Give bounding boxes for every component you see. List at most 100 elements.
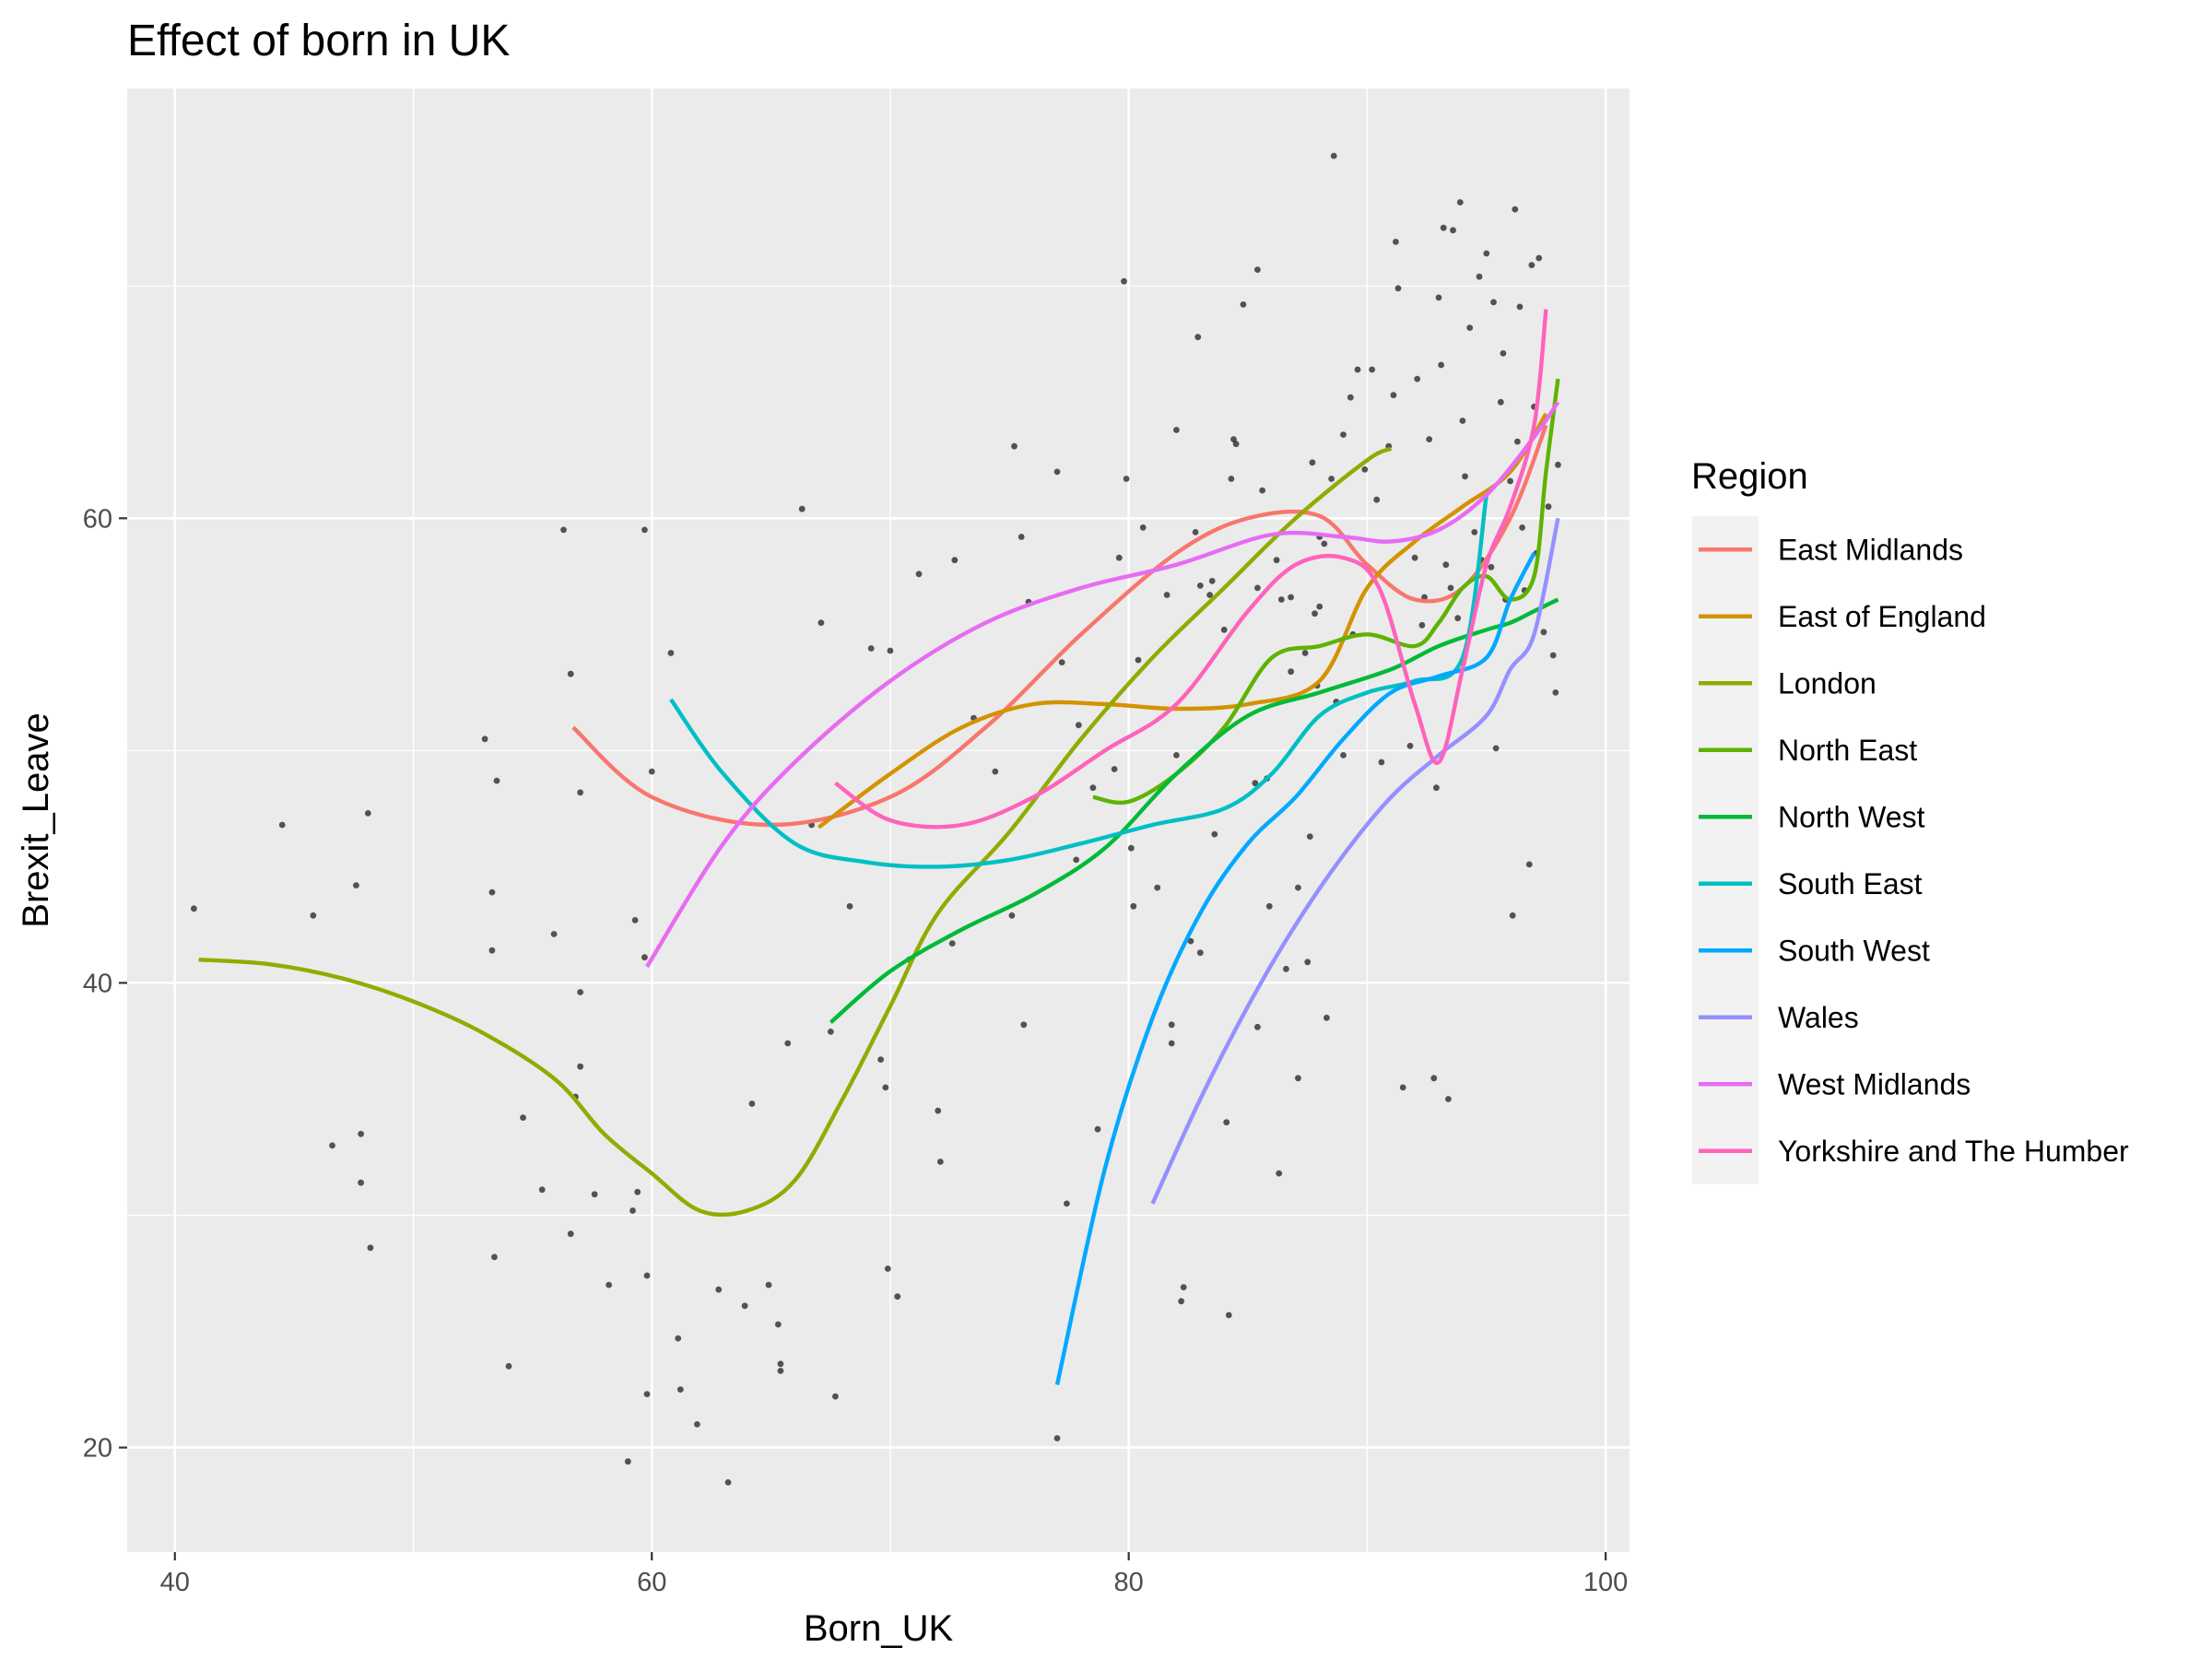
data-point — [641, 526, 648, 534]
data-point — [877, 1056, 884, 1063]
data-point — [1220, 626, 1228, 633]
data-point — [882, 1084, 889, 1091]
data-point — [1435, 294, 1442, 301]
data-point — [1196, 949, 1204, 957]
legend-label-east-of-england: East of England — [1778, 600, 1986, 633]
x-axis: 40 60 80 100 — [160, 1552, 1628, 1597]
data-point — [1483, 250, 1490, 257]
plot-panel — [127, 88, 1630, 1552]
data-point — [1324, 1014, 1330, 1021]
data-point — [567, 670, 574, 677]
data-point — [1545, 503, 1552, 511]
data-point — [1433, 784, 1440, 792]
y-tick-label: 60 — [83, 504, 112, 534]
major-grid — [127, 88, 1630, 1552]
chart-title: Effect of born in UK — [127, 17, 510, 65]
data-point — [1194, 334, 1202, 341]
data-point — [577, 1063, 583, 1070]
data-point — [1018, 534, 1025, 540]
data-point — [1180, 1284, 1187, 1290]
data-point — [1369, 366, 1375, 373]
data-point — [1462, 473, 1468, 480]
data-point — [1211, 830, 1218, 838]
data-point — [1549, 652, 1557, 659]
data-point — [591, 1191, 598, 1198]
data-point — [624, 1458, 631, 1465]
data-point — [1447, 584, 1454, 592]
x-tick-label: 100 — [1583, 1568, 1628, 1597]
series-line-east-of-england — [817, 412, 1548, 830]
data-point — [894, 1293, 901, 1300]
data-point — [1206, 592, 1213, 598]
data-point — [538, 1186, 546, 1194]
data-point — [1519, 524, 1525, 531]
legend-label-west-midlands: West Midlands — [1778, 1067, 1971, 1100]
data-point — [1525, 861, 1533, 868]
data-point — [1406, 742, 1414, 749]
data-point — [1094, 1125, 1101, 1133]
series-line-yorkshire-and-the-humber — [834, 309, 1548, 830]
data-point — [310, 912, 317, 919]
data-point — [1514, 438, 1521, 445]
data-point — [641, 954, 648, 961]
data-point — [520, 1114, 526, 1121]
data-point — [1555, 461, 1561, 468]
smooth-lines — [198, 309, 1560, 1385]
legend-label-london: London — [1778, 666, 1877, 700]
data-point — [1225, 1312, 1232, 1319]
data-point — [1528, 262, 1535, 268]
legend-label-east-midlands: East Midlands — [1778, 533, 1963, 566]
data-point — [560, 526, 567, 534]
data-point — [1500, 350, 1507, 357]
minor-grid — [127, 88, 1630, 1552]
data-point — [1440, 224, 1447, 231]
data-point — [606, 1281, 612, 1288]
legend-label-north-east: North East — [1778, 734, 1917, 767]
data-point — [1507, 477, 1513, 485]
data-point — [1053, 468, 1061, 476]
data-point — [1378, 759, 1385, 766]
legend-label-wales: Wales — [1778, 1001, 1859, 1034]
data-point — [1340, 752, 1347, 759]
data-point — [777, 1368, 784, 1374]
data-point — [774, 1321, 782, 1328]
data-point — [1187, 937, 1194, 945]
data-point — [1347, 394, 1354, 401]
data-point — [846, 902, 853, 910]
data-point — [1393, 239, 1399, 245]
data-point — [1020, 1021, 1028, 1029]
data-point — [1295, 1075, 1301, 1082]
data-point — [631, 917, 639, 924]
data-point — [1008, 912, 1016, 919]
data-point — [629, 1207, 636, 1214]
data-point — [1430, 1075, 1438, 1082]
data-point — [1466, 324, 1474, 331]
data-point — [667, 650, 675, 656]
data-point — [488, 888, 496, 896]
data-point — [677, 1386, 684, 1393]
data-point — [1476, 273, 1483, 280]
data-point — [1301, 650, 1309, 656]
data-point — [1488, 563, 1495, 571]
legend-title: Region — [1691, 456, 1808, 497]
data-point — [777, 1360, 784, 1368]
data-point — [505, 1362, 512, 1370]
data-point — [550, 931, 558, 937]
x-tick-label: 80 — [1114, 1568, 1144, 1597]
data-point — [887, 647, 894, 654]
series-line-south-west — [1054, 552, 1536, 1385]
series-line-wales — [1150, 517, 1560, 1205]
data-point — [1304, 959, 1312, 966]
data-point — [1340, 431, 1347, 438]
data-point — [1254, 266, 1261, 273]
data-point — [741, 1302, 748, 1310]
data-point — [1426, 436, 1433, 442]
data-point — [1306, 833, 1313, 840]
data-point — [827, 1029, 834, 1035]
data-point — [1154, 884, 1161, 891]
data-point — [1361, 466, 1369, 473]
data-point — [1123, 476, 1130, 482]
data-point — [1442, 561, 1450, 569]
data-point — [191, 905, 197, 912]
